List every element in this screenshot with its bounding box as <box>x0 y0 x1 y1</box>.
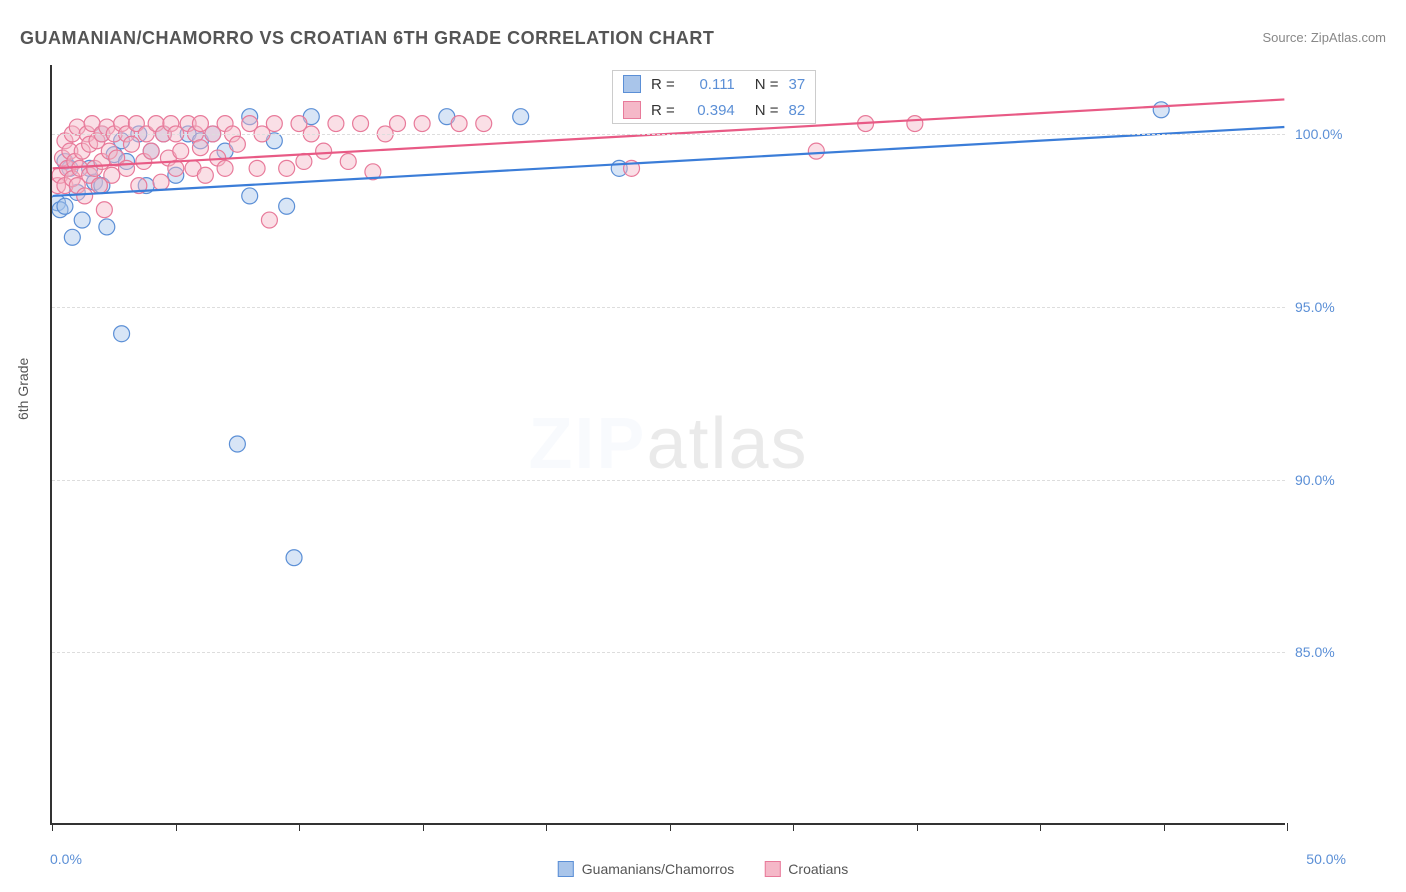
stats-swatch <box>623 75 641 93</box>
x-tick <box>52 823 53 831</box>
stats-n-value: 37 <box>789 76 806 93</box>
source-attribution: Source: ZipAtlas.com <box>1262 30 1386 45</box>
data-point <box>279 198 295 214</box>
data-point <box>96 202 112 218</box>
data-point <box>119 160 135 176</box>
chart-title: GUAMANIAN/CHAMORRO VS CROATIAN 6TH GRADE… <box>20 28 714 49</box>
x-tick <box>176 823 177 831</box>
data-point <box>451 116 467 132</box>
legend-swatch <box>558 861 574 877</box>
x-tick-label-max: 50.0% <box>1306 851 1346 867</box>
x-tick <box>546 823 547 831</box>
gridline <box>52 652 1285 653</box>
data-point <box>907 116 923 132</box>
data-point <box>808 143 824 159</box>
data-point <box>296 153 312 169</box>
stats-r-value: 0.111 <box>685 76 735 93</box>
gridline <box>52 307 1285 308</box>
stats-row: R = 0.111 N = 37 <box>613 71 815 97</box>
data-point <box>114 326 130 342</box>
data-point <box>229 436 245 452</box>
data-point <box>77 188 93 204</box>
x-tick-label-min: 0.0% <box>50 851 82 867</box>
stats-legend-box: R = 0.111 N = 37 R = 0.394 N = 82 <box>612 70 816 124</box>
stats-r-label: R = <box>651 76 675 93</box>
gridline <box>52 134 1285 135</box>
stats-n-value: 82 <box>789 102 806 119</box>
legend-item: Croatians <box>764 861 848 877</box>
y-tick-label: 90.0% <box>1295 472 1355 488</box>
x-tick <box>423 823 424 831</box>
legend-swatch <box>764 861 780 877</box>
data-point <box>74 212 90 228</box>
data-point <box>513 109 529 125</box>
stats-n-label: N = <box>755 102 779 119</box>
data-point <box>279 160 295 176</box>
data-point <box>143 143 159 159</box>
y-axis-label: 6th Grade <box>15 358 31 420</box>
data-point <box>286 550 302 566</box>
data-point <box>242 188 258 204</box>
y-tick-label: 100.0% <box>1295 126 1355 142</box>
data-point <box>316 143 332 159</box>
data-point <box>57 198 73 214</box>
gridline <box>52 480 1285 481</box>
legend-bottom: Guamanians/Chamorros Croatians <box>558 861 848 877</box>
data-point <box>266 116 282 132</box>
chart-container: GUAMANIAN/CHAMORRO VS CROATIAN 6TH GRADE… <box>0 0 1406 892</box>
data-point <box>229 136 245 152</box>
data-point <box>104 167 120 183</box>
y-tick-label: 85.0% <box>1295 644 1355 660</box>
y-tick-label: 95.0% <box>1295 299 1355 315</box>
data-point <box>64 229 80 245</box>
data-point <box>1153 102 1169 118</box>
x-tick <box>1040 823 1041 831</box>
data-point <box>99 219 115 235</box>
data-point <box>328 116 344 132</box>
legend-label: Guamanians/Chamorros <box>582 861 735 877</box>
plot-area: ZIPatlas R = 0.111 N = 37 R = 0.394 N = … <box>50 65 1285 825</box>
stats-r-label: R = <box>651 102 675 119</box>
data-point <box>173 143 189 159</box>
data-point <box>261 212 277 228</box>
data-point <box>217 160 233 176</box>
legend-label: Croatians <box>788 861 848 877</box>
data-point <box>476 116 492 132</box>
data-point <box>390 116 406 132</box>
legend-item: Guamanians/Chamorros <box>558 861 735 877</box>
x-tick <box>670 823 671 831</box>
data-point <box>153 174 169 190</box>
stats-n-label: N = <box>755 76 779 93</box>
x-tick <box>917 823 918 831</box>
x-tick <box>299 823 300 831</box>
stats-row: R = 0.394 N = 82 <box>613 97 815 123</box>
stats-r-value: 0.394 <box>685 102 735 119</box>
data-point <box>340 153 356 169</box>
data-point <box>249 160 265 176</box>
data-point <box>414 116 430 132</box>
x-tick <box>1164 823 1165 831</box>
stats-swatch <box>623 101 641 119</box>
x-tick <box>1287 823 1288 831</box>
data-point <box>123 136 139 152</box>
scatter-svg <box>52 65 1285 823</box>
data-point <box>192 140 208 156</box>
x-tick <box>793 823 794 831</box>
data-point <box>353 116 369 132</box>
data-point <box>197 167 213 183</box>
